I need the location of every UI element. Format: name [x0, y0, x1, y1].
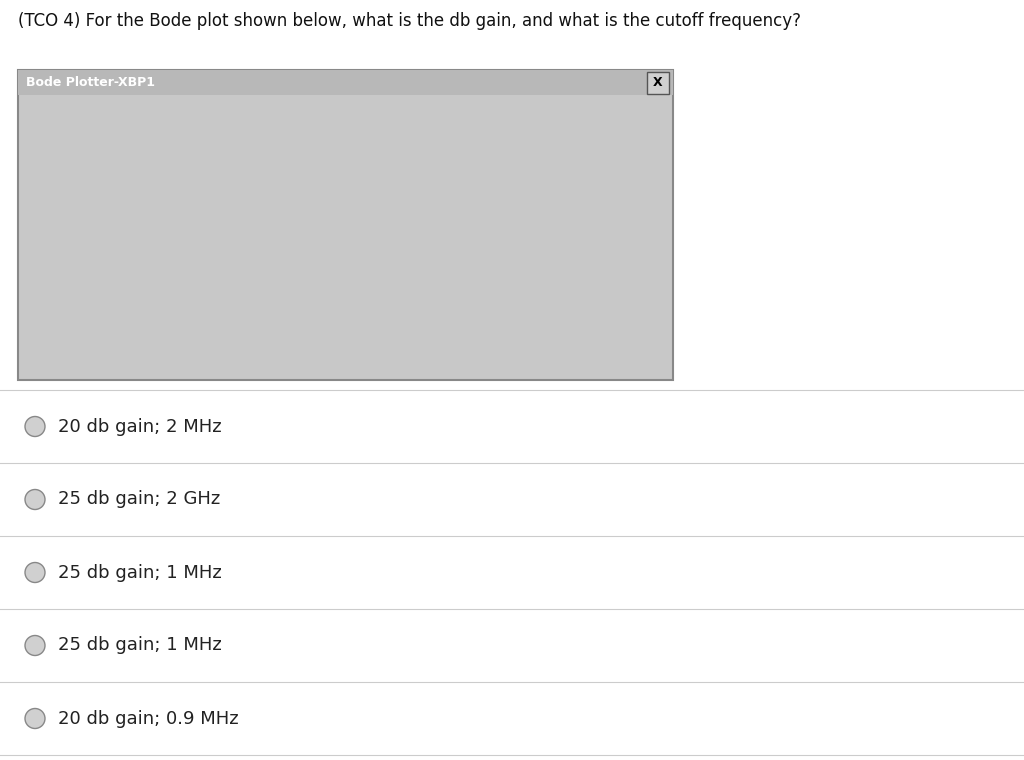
- FancyBboxPatch shape: [356, 354, 384, 375]
- Text: Phase: Phase: [586, 120, 618, 130]
- Bar: [422, 173, 528, 189]
- Text: Lin: Lin: [625, 154, 640, 164]
- Text: Horizontal: Horizontal: [410, 145, 464, 155]
- Text: dB: dB: [660, 176, 673, 186]
- Text: -10: -10: [556, 198, 572, 208]
- Text: (TCO 4) For the Bode plot shown below, what is the db gain, and what is the cuto: (TCO 4) For the Bode plot shown below, w…: [18, 12, 801, 30]
- Text: F: F: [410, 176, 416, 186]
- Text: 25 db gain; 1 MHz: 25 db gain; 1 MHz: [58, 637, 222, 654]
- Text: In: In: [430, 258, 439, 268]
- Bar: [582, 227, 664, 245]
- Text: Vertical: Vertical: [540, 145, 580, 155]
- Text: 30: 30: [556, 176, 569, 186]
- Text: 1: 1: [426, 198, 432, 208]
- Bar: [412, 151, 471, 167]
- Text: 25 db gain; 2 GHz: 25 db gain; 2 GHz: [58, 490, 220, 508]
- Text: ◄: ◄: [30, 359, 37, 369]
- Bar: [552, 195, 658, 211]
- Text: MHz: MHz: [530, 176, 551, 186]
- Text: 100: 100: [426, 176, 445, 186]
- Bar: [603, 151, 662, 167]
- Text: Mode: Mode: [410, 111, 438, 121]
- Text: 25 db gain; 1 MHz: 25 db gain; 1 MHz: [58, 563, 222, 581]
- Text: Magnitude: Magnitude: [444, 120, 504, 130]
- Text: Bode Plotter-XBP1: Bode Plotter-XBP1: [26, 76, 155, 89]
- Text: kHz: kHz: [530, 198, 548, 208]
- Text: +: +: [410, 258, 420, 268]
- Text: dB: dB: [660, 198, 673, 208]
- Bar: [540, 115, 664, 135]
- Bar: [542, 151, 601, 167]
- Text: +: +: [538, 258, 548, 268]
- Text: Reverse: Reverse: [432, 231, 474, 241]
- Bar: [552, 173, 658, 189]
- Circle shape: [439, 259, 449, 269]
- Circle shape: [569, 259, 579, 269]
- FancyBboxPatch shape: [19, 354, 47, 375]
- Text: Save: Save: [525, 231, 551, 241]
- Text: I: I: [410, 198, 413, 208]
- Text: 20 db gain; 0.9 MHz: 20 db gain; 0.9 MHz: [58, 710, 239, 727]
- Bar: [497, 227, 580, 245]
- Text: F: F: [540, 176, 546, 186]
- Text: Log: Log: [432, 154, 451, 164]
- Text: 20 dB: 20 dB: [232, 359, 265, 369]
- Text: 1 kHz: 1 kHz: [98, 359, 130, 369]
- Text: C: C: [420, 261, 424, 267]
- Bar: [412, 227, 495, 245]
- Text: Out: Out: [556, 258, 575, 268]
- Text: -: -: [582, 258, 586, 268]
- Circle shape: [543, 259, 553, 269]
- Text: X: X: [653, 77, 663, 90]
- Text: 20 db gain; 2 MHz: 20 db gain; 2 MHz: [58, 417, 221, 435]
- Text: I: I: [540, 198, 543, 208]
- Text: Log: Log: [562, 154, 581, 164]
- Text: Controls: Controls: [410, 221, 454, 231]
- Bar: [473, 151, 532, 167]
- Text: ►: ►: [367, 359, 374, 369]
- Bar: [412, 115, 536, 135]
- Text: Lin: Lin: [495, 154, 510, 164]
- Circle shape: [417, 259, 427, 269]
- Text: Set...: Set...: [609, 231, 636, 241]
- Bar: [422, 195, 528, 211]
- Text: -: -: [451, 258, 455, 268]
